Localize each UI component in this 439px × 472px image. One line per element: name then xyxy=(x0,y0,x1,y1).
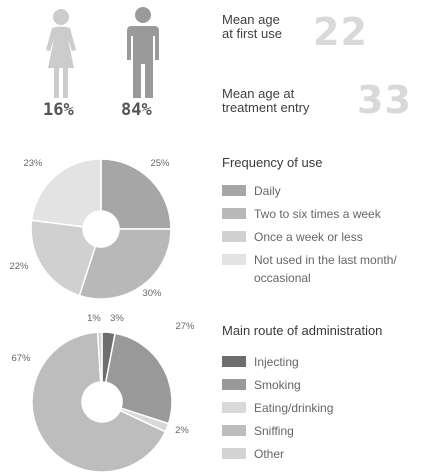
slice-frequency-0 xyxy=(100,158,172,230)
slice-label-2: 22% xyxy=(9,261,29,272)
treatment-entry-value: 33 xyxy=(357,78,412,122)
male-figure-icon xyxy=(127,7,159,98)
legend-label: Smoking xyxy=(254,378,301,392)
slice-frequency-3 xyxy=(30,158,102,228)
female-figure-icon xyxy=(46,9,76,98)
treatment-entry-label: Mean age at treatment entry xyxy=(222,86,310,115)
route-donut-chart: 3% 27% 2% 67% 1% xyxy=(11,313,195,472)
slice-route-4 xyxy=(96,331,103,383)
male-percentage: 84% xyxy=(121,100,152,120)
legend-swatch xyxy=(222,379,246,390)
route-title: Main route of administration xyxy=(222,323,383,338)
frequency-donut-chart: 25% 30% 22% 23% xyxy=(9,158,172,300)
legend-label: Once a week or less xyxy=(254,230,363,244)
legend-swatch xyxy=(222,185,246,196)
first-use-value: 22 xyxy=(313,10,368,54)
legend-swatch xyxy=(222,402,246,413)
legend-label: Two to six times a week xyxy=(254,207,381,221)
legend-swatch xyxy=(222,208,246,219)
frequency-title: Frequency of use xyxy=(222,155,323,170)
first-use-label: Mean age at first use xyxy=(222,12,282,41)
slice-route-1 xyxy=(104,332,173,425)
legend-label: Other xyxy=(254,447,285,461)
legend-label: Injecting xyxy=(254,355,299,369)
legend-swatch xyxy=(222,254,246,265)
slice-label-4: 1% xyxy=(87,313,101,324)
legend-swatch xyxy=(222,231,246,242)
slice-label-1: 27% xyxy=(175,321,195,332)
legend-label: Eating/drinking xyxy=(254,401,334,415)
slice-label-1: 30% xyxy=(142,288,162,299)
slice-frequency-1 xyxy=(78,228,172,300)
legend-label: Sniffing xyxy=(254,424,294,438)
slice-label-2: 2% xyxy=(175,425,189,436)
legend-label: Daily xyxy=(254,184,281,198)
female-percentage: 16% xyxy=(43,100,74,120)
legend-swatch xyxy=(222,425,246,436)
legend-label: Not used in the last month/occasional xyxy=(254,253,397,285)
slice-label-3: 23% xyxy=(23,158,43,169)
slice-frequency-2 xyxy=(30,219,97,297)
slice-label-3: 67% xyxy=(11,353,31,364)
legend-swatch xyxy=(222,356,246,367)
slice-label-0: 25% xyxy=(150,158,170,169)
legend-swatch xyxy=(222,448,246,459)
slice-label-0: 3% xyxy=(110,313,124,324)
